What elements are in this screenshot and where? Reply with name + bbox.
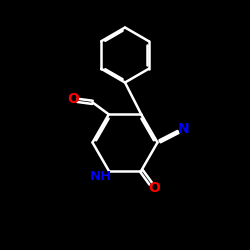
- Text: N: N: [178, 122, 189, 136]
- Text: NH: NH: [90, 170, 112, 183]
- Text: O: O: [148, 181, 160, 195]
- Text: O: O: [67, 92, 79, 106]
